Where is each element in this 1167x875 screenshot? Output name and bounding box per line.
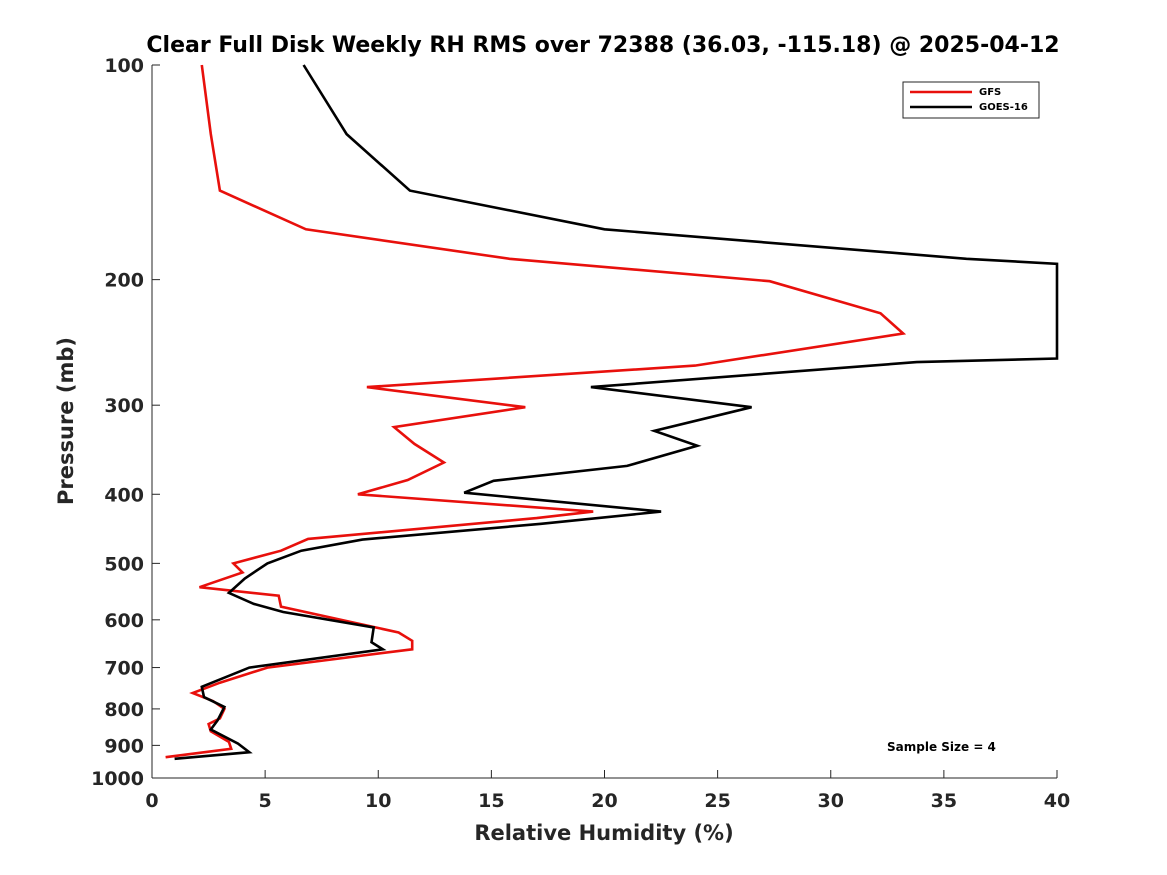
y-axis-label: Pressure (mb) bbox=[54, 337, 78, 505]
x-tick-label: 40 bbox=[1044, 790, 1070, 812]
y-tick-label: 200 bbox=[104, 270, 144, 292]
x-tick-label: 30 bbox=[818, 790, 844, 812]
x-axis-label: Relative Humidity (%) bbox=[474, 821, 733, 845]
y-tick-label: 300 bbox=[104, 395, 144, 417]
y-tick-label: 100 bbox=[104, 55, 144, 77]
legend-box bbox=[902, 81, 1040, 119]
y-tick-label: 400 bbox=[104, 484, 144, 506]
y-tick-label: 600 bbox=[104, 610, 144, 632]
x-tick-label: 35 bbox=[931, 790, 957, 812]
series-lines bbox=[165, 64, 1059, 761]
legend-label-goes16: GOES-16 bbox=[979, 102, 1028, 113]
x-tick-label: 10 bbox=[365, 790, 391, 812]
chart-title: Clear Full Disk Weekly RH RMS over 72388… bbox=[146, 33, 1059, 58]
y-tick-label: 900 bbox=[104, 735, 144, 757]
x-tick-label: 20 bbox=[591, 790, 617, 812]
y-axis-ticks: 100 200 300 400 500 600 700 800 900 1000 bbox=[91, 55, 160, 790]
y-tick-label: 800 bbox=[104, 699, 144, 721]
x-tick-label: 5 bbox=[259, 790, 272, 812]
x-tick-label: 25 bbox=[704, 790, 730, 812]
plot-area bbox=[151, 65, 1057, 779]
legend: GFS GOES-16 bbox=[902, 81, 1040, 119]
series-line-goes-16 bbox=[174, 64, 1059, 761]
y-tick-label: 700 bbox=[104, 658, 144, 680]
x-tick-label: 15 bbox=[478, 790, 504, 812]
y-tick-label: 1000 bbox=[91, 768, 144, 790]
y-tick-label: 500 bbox=[104, 553, 144, 575]
series-line-gfs bbox=[165, 64, 907, 759]
x-axis-ticks: 0 5 10 15 20 25 30 35 40 bbox=[145, 770, 1070, 812]
sample-size-annotation: Sample Size = 4 bbox=[887, 740, 996, 754]
legend-label-gfs: GFS bbox=[979, 87, 1001, 98]
x-tick-label: 0 bbox=[145, 790, 158, 812]
